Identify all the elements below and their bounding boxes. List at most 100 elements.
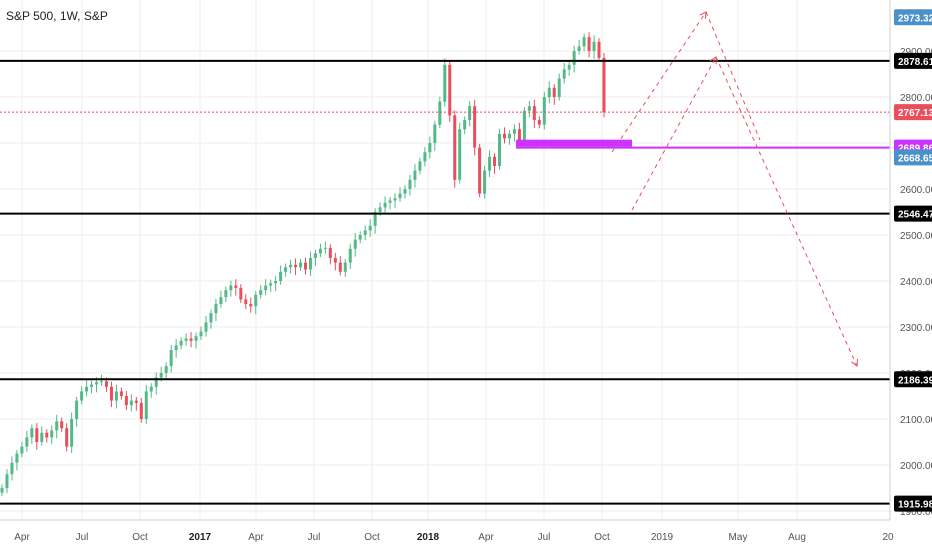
time-tick-label: Apr (478, 532, 494, 543)
candle-body (80, 391, 84, 401)
price-tick-label: 2500.00 (900, 231, 932, 242)
candle-body (20, 446, 24, 454)
time-tick-label: 20 (882, 532, 894, 543)
candle-body (85, 386, 89, 392)
candle-body (348, 248, 352, 263)
time-tick-label: Apr (248, 532, 264, 543)
candle-body (25, 437, 29, 447)
candle-body (552, 87, 556, 97)
price-tick-label: 2400.00 (900, 277, 932, 288)
candle-body (159, 373, 163, 378)
candle-body (532, 106, 536, 120)
candle-body (423, 152, 427, 162)
price-label-text: 2878.61 (898, 57, 932, 68)
candle-body (45, 432, 49, 438)
candle-body (179, 340, 183, 346)
candle-body (413, 170, 417, 180)
time-tick-label: Jul (538, 532, 551, 543)
price-label-text: 2546.47 (898, 210, 932, 221)
candle-body (338, 262, 342, 272)
time-tick-label: Apr (14, 532, 30, 543)
candle-body (458, 129, 462, 180)
candle-body (463, 120, 467, 130)
price-tick-label: 2000.00 (900, 461, 932, 472)
candle-body (498, 133, 502, 166)
candle-body (388, 200, 392, 203)
candle-body (468, 106, 472, 120)
candle-body (433, 124, 437, 143)
time-tick-label: Jul (76, 532, 89, 543)
time-tick-label: Jul (308, 532, 321, 543)
candle-body (134, 400, 138, 403)
price-label-badge (894, 52, 932, 69)
candle-body (90, 384, 94, 387)
candle-body (448, 64, 452, 116)
candle-body (373, 212, 377, 226)
price-label-badge (894, 205, 932, 222)
candle-body (5, 474, 9, 488)
candle-body (139, 402, 143, 419)
candle-body (60, 421, 64, 429)
price-tick-label: 2800.00 (900, 93, 932, 104)
candle-body (189, 338, 193, 341)
time-tick-label: Oct (132, 532, 148, 543)
candle-body (209, 313, 213, 323)
candle-body (537, 120, 541, 125)
candle-body (144, 391, 148, 419)
candle-body (323, 247, 327, 249)
candle-body (303, 262, 307, 270)
candle-body (512, 129, 516, 134)
candle-body (383, 202, 387, 208)
candle-body (269, 283, 273, 286)
projection-down-segment (705, 11, 761, 141)
projection-down-arrow (715, 56, 858, 367)
candle-body (393, 198, 397, 201)
price-label-text: 2668.65 (898, 153, 932, 164)
arrow-head (699, 11, 707, 20)
candle-body (507, 133, 511, 139)
candle-body (572, 51, 576, 65)
time-tick-label: Aug (788, 532, 806, 543)
candle-body (473, 106, 477, 148)
candle-body (378, 207, 382, 212)
candle-body (50, 430, 54, 438)
price-label-badge (894, 9, 932, 26)
candle-body (234, 285, 238, 288)
candle-body (527, 106, 531, 111)
time-tick-label: 2019 (651, 532, 674, 543)
candle-body (0, 488, 4, 493)
price-tick-label: 2300.00 (900, 323, 932, 334)
time-tick-label: Oct (364, 532, 380, 543)
price-label-text: 2973.32 (898, 13, 932, 24)
candle-body (483, 170, 487, 194)
candle-body (478, 147, 482, 194)
projection-arrows (611, 11, 859, 367)
candle-body (109, 386, 113, 401)
candle-body (343, 262, 347, 272)
time-axis: Apr Jul Oct 2017 Apr Jul Oct 2018 Apr Jul Oct 2019 M… (0, 519, 894, 543)
price-tick-label: 2900.00 (900, 47, 932, 58)
candle-body (104, 381, 108, 387)
candles (0, 32, 606, 497)
candle-body (119, 391, 123, 396)
price-tick-label: 2600.00 (900, 185, 932, 196)
candle-body (259, 290, 263, 295)
candle-body (577, 46, 581, 51)
candle-body (279, 271, 283, 281)
price-axis: 1900.002000.002100.002200.002300.002400.… (889, 0, 932, 520)
candle-body (40, 432, 44, 442)
price-label-text: 2767.13 (898, 108, 932, 119)
price-label-badge (894, 149, 932, 166)
candle-body (224, 290, 228, 298)
candle-body (602, 57, 606, 113)
candle-body (174, 345, 178, 350)
candle-body (244, 299, 248, 304)
magenta-zone (516, 139, 632, 147)
candle-body (587, 37, 591, 51)
price-tick-label: 1900.00 (900, 507, 932, 518)
price-label-badge (894, 495, 932, 512)
candle-body (169, 350, 173, 367)
candle-body (333, 258, 337, 263)
candle-body (313, 253, 317, 258)
